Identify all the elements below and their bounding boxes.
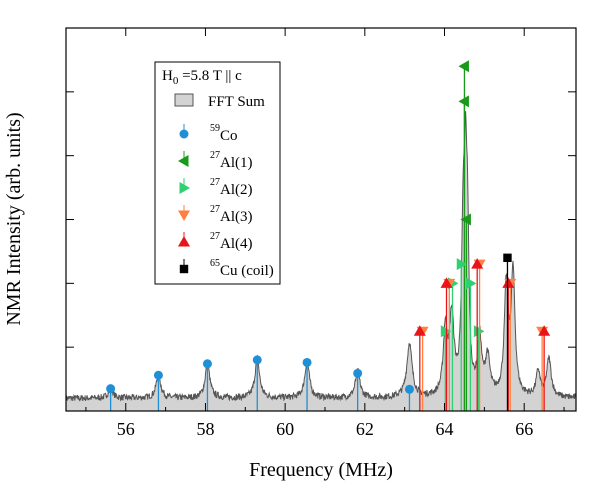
plot-area (65, 60, 577, 412)
x-tick-label-1: 58 (196, 419, 214, 439)
point-0-4 (302, 357, 312, 367)
x-tick-label-3: 62 (356, 419, 374, 439)
point-4-4 (538, 325, 551, 336)
series-5 (503, 253, 512, 411)
legend-label-2: 27Al(2) (210, 177, 253, 198)
legend-marker-3 (178, 210, 190, 221)
point-4-2 (471, 258, 484, 269)
point-1-2 (460, 213, 471, 226)
point-2-4 (456, 258, 468, 271)
plot-frame (65, 27, 577, 412)
legend-marker-5 (179, 264, 189, 274)
legend-marker-1 (178, 155, 189, 167)
legend-marker-4 (178, 236, 190, 247)
series-4 (413, 258, 551, 411)
legend-label-1: 27Al(1) (210, 150, 253, 171)
point-0-2 (202, 359, 212, 369)
point-5-0 (503, 253, 512, 262)
point-0-0 (106, 384, 116, 394)
x-axis-label: Frequency (MHz) (249, 459, 393, 481)
legend-label-iso-1: 27 (210, 150, 220, 161)
legend-label-main-1: Al(1) (220, 155, 253, 171)
series-1 (458, 60, 471, 411)
legend-marker-0 (179, 129, 189, 139)
series-0 (106, 355, 414, 411)
x-tick-label-4: 64 (436, 419, 454, 439)
legend-label-5: 65Cu (coil) (210, 258, 274, 279)
legend-label-main-2: Al(2) (220, 182, 253, 198)
point-4-1 (440, 277, 453, 288)
fft-sum-spectrum (65, 111, 577, 412)
legend-label-0: 59Co (210, 123, 238, 144)
legend-label-iso-2: 27 (210, 177, 220, 188)
legend-label-main-4: Al(4) (220, 236, 253, 252)
point-2-1 (465, 277, 477, 290)
point-4-3 (502, 277, 515, 288)
point-1-1 (458, 95, 469, 108)
legend-label-3: 27Al(3) (210, 204, 253, 225)
point-4-0 (413, 325, 426, 336)
x-axis: 56 58 60 62 64 66 (66, 28, 576, 439)
legend-label-4: 27Al(4) (210, 231, 253, 252)
point-0-3 (252, 355, 262, 365)
y-axis-label: NMR Intensity (arb. units) (3, 112, 25, 325)
point-1-0 (458, 60, 469, 73)
legend-label-main-3: Al(3) (220, 209, 253, 225)
point-0-6 (404, 384, 414, 394)
x-tick-label-0: 56 (117, 419, 135, 439)
legend-fft-label: FFT Sum (208, 94, 265, 110)
legend-label-iso-3: 27 (210, 204, 220, 215)
point-0-5 (353, 368, 363, 378)
legend-label-main-5: Cu (coil) (220, 263, 274, 279)
legend-fft-swatch (174, 93, 194, 107)
legend-title-rest: =5.8 T || c (178, 68, 242, 84)
legend-title-main: H (162, 68, 173, 84)
legend-title: H0 =5.8 T || c (162, 68, 242, 87)
x-tick-label-2: 60 (276, 419, 294, 439)
legend-label-iso-4: 27 (210, 231, 220, 242)
legend-label-iso-5: 65 (210, 258, 220, 269)
legend-label-main-0: Co (220, 128, 238, 144)
legend-marker-2 (179, 182, 190, 194)
legend-label-iso-0: 59 (210, 123, 220, 134)
legend-title-sub: 0 (173, 75, 179, 87)
point-0-1 (153, 370, 163, 380)
x-tick-label-5: 66 (515, 419, 533, 439)
